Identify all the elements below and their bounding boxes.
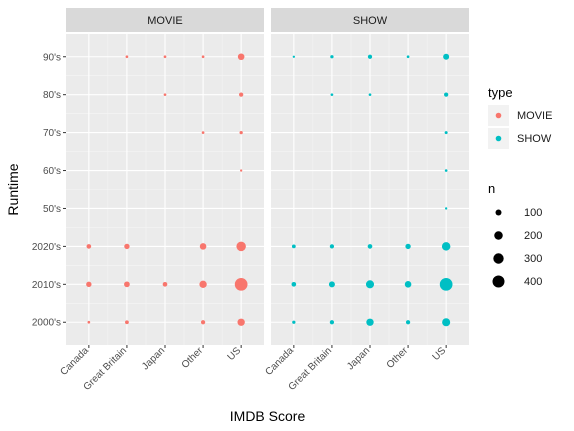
data-point <box>366 318 374 326</box>
size-legend-label: 400 <box>524 276 542 288</box>
data-point <box>201 55 205 59</box>
y-tick-label: 60's <box>43 166 61 177</box>
y-tick-label: 90's <box>43 52 61 63</box>
data-point <box>234 277 248 291</box>
size-legend-key <box>493 253 504 264</box>
data-point <box>199 280 207 288</box>
data-point <box>162 281 168 287</box>
data-point <box>199 243 207 250</box>
data-point <box>87 320 91 324</box>
y-tick-label: 50's <box>43 204 61 215</box>
data-point <box>443 53 450 60</box>
data-point <box>237 53 245 61</box>
data-point <box>86 281 92 288</box>
data-point <box>405 320 411 325</box>
x-tick-label: Other <box>180 345 206 371</box>
data-point <box>442 318 451 327</box>
data-point <box>329 320 335 325</box>
data-point <box>291 244 296 249</box>
data-point <box>367 244 373 249</box>
data-point <box>236 241 246 252</box>
data-point <box>124 243 130 250</box>
data-point <box>329 244 335 249</box>
facet-strip <box>271 8 469 32</box>
legend-label: MOVIE <box>517 110 552 122</box>
size-legend-key <box>494 231 503 240</box>
data-point <box>328 281 335 288</box>
x-tick-label: Other <box>385 345 411 371</box>
legend-key <box>495 112 502 119</box>
size-legend-label: 100 <box>524 207 542 219</box>
facet-label: MOVIE <box>147 15 182 27</box>
data-point <box>239 130 243 135</box>
data-point <box>330 55 334 59</box>
data-point <box>201 131 205 134</box>
data-point <box>125 320 129 325</box>
data-point <box>237 318 245 326</box>
y-tick-label: 2010's <box>32 280 61 291</box>
color-legend-title: type <box>488 85 513 100</box>
data-point <box>444 169 448 172</box>
data-point <box>239 169 243 172</box>
x-tick-label: Japan <box>345 345 372 372</box>
data-point <box>163 55 167 59</box>
x-axis-title: IMDB Score <box>230 408 306 424</box>
facet-strip <box>66 8 264 32</box>
legend-key <box>495 135 502 142</box>
size-legend-label: 200 <box>524 230 542 242</box>
y-axis-title: Runtime <box>5 163 21 215</box>
data-point <box>365 280 375 289</box>
data-point <box>124 281 130 288</box>
data-point <box>292 320 296 324</box>
data-point <box>406 55 410 59</box>
x-tick-label: Canada <box>58 345 91 378</box>
size-legend-title: n <box>488 181 495 196</box>
size-legend-label: 300 <box>524 253 542 265</box>
data-point <box>405 243 411 250</box>
data-point <box>444 92 449 97</box>
legend-label: SHOW <box>517 133 552 145</box>
data-point <box>292 55 296 58</box>
data-point <box>163 93 167 97</box>
data-point <box>125 55 129 59</box>
data-point <box>367 54 373 59</box>
data-point <box>330 93 334 97</box>
data-point <box>439 277 453 291</box>
size-legend-key <box>492 275 505 288</box>
data-point <box>404 281 412 288</box>
facet-label: SHOW <box>353 15 388 27</box>
data-point <box>239 92 244 97</box>
data-point <box>444 207 448 210</box>
size-legend-key <box>495 209 502 216</box>
data-point <box>200 320 206 325</box>
data-point <box>291 281 297 287</box>
data-point <box>368 93 372 97</box>
data-point <box>441 242 451 251</box>
data-point <box>86 244 92 249</box>
y-tick-label: 70's <box>43 128 61 139</box>
x-tick-label: Canada <box>263 345 296 378</box>
x-tick-label: Japan <box>140 345 167 372</box>
y-tick-label: 80's <box>43 90 61 101</box>
y-tick-label: 2020's <box>32 242 61 253</box>
y-tick-label: 2000's <box>32 318 61 329</box>
data-point <box>444 131 448 135</box>
